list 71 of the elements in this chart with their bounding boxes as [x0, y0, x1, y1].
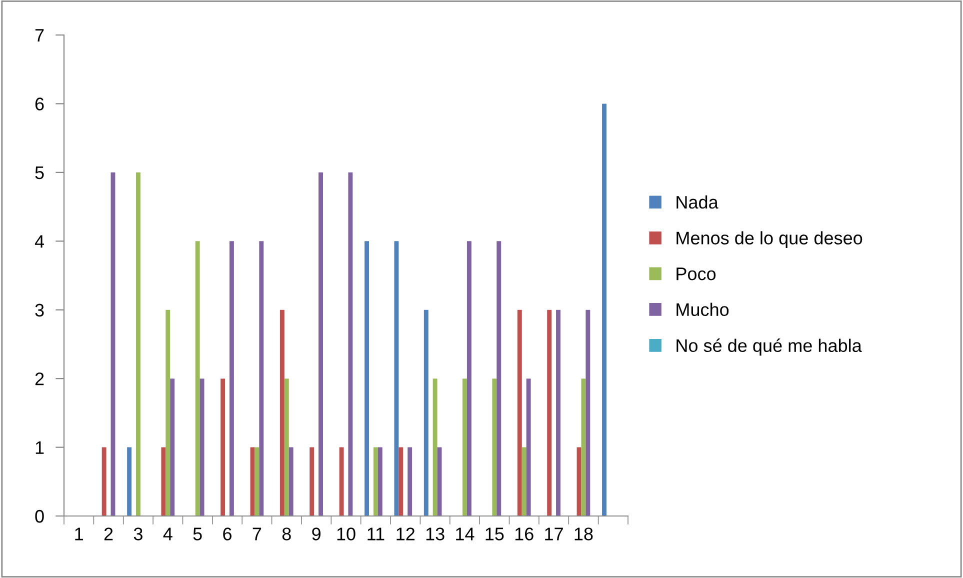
x-tick-label: 6 — [223, 528, 232, 540]
bar — [581, 378, 586, 516]
bar — [378, 447, 382, 516]
y-tick-label: 0 — [35, 510, 44, 523]
legend-label: Mucho — [676, 302, 729, 316]
x-tick-label: 11 — [368, 528, 384, 540]
bar — [102, 447, 106, 516]
x-tick-label: 2 — [104, 528, 113, 540]
y-tick-label: 5 — [35, 166, 44, 180]
bar — [259, 241, 264, 516]
x-tick-label: 10 — [337, 528, 356, 540]
bar — [348, 172, 353, 516]
bar — [288, 447, 294, 516]
bar — [254, 447, 260, 516]
bar — [394, 241, 399, 516]
x-tick-label: 1 — [75, 528, 83, 540]
bar — [466, 241, 472, 516]
bar — [432, 378, 438, 516]
bar — [364, 241, 370, 516]
x-tick-label: 5 — [193, 528, 202, 540]
legend-label: Nada — [676, 195, 718, 209]
x-tick-label: 14 — [456, 528, 474, 540]
x-tick-label: 4 — [163, 528, 172, 540]
bar — [195, 241, 200, 516]
bar — [586, 310, 590, 516]
y-tick-label: 4 — [34, 235, 44, 248]
bar — [284, 378, 289, 516]
bar — [229, 241, 234, 516]
x-tick-label: 8 — [282, 528, 291, 540]
bar — [161, 447, 166, 516]
bar — [462, 378, 467, 516]
legend-label: No sé de qué me habla — [676, 338, 862, 356]
bar — [517, 310, 522, 516]
bar — [424, 310, 428, 516]
bar — [526, 378, 531, 516]
bar — [220, 378, 226, 516]
x-tick-label: 9 — [312, 528, 320, 540]
bar — [373, 447, 378, 516]
y-tick-label: 1 — [36, 441, 44, 454]
x-tick-label: 18 — [574, 528, 593, 540]
bar — [166, 310, 170, 516]
bar — [136, 172, 140, 516]
x-tick-label: 3 — [134, 528, 142, 540]
bar — [200, 378, 204, 516]
y-tick-label: 6 — [35, 98, 44, 110]
y-tick-label: 7 — [35, 29, 44, 42]
y-tick-label: 2 — [35, 372, 44, 386]
x-tick-label: 16 — [515, 528, 534, 540]
bar — [602, 104, 606, 516]
bar — [170, 378, 175, 516]
bar — [280, 310, 284, 516]
bar — [496, 241, 502, 516]
x-tick-label: 17 — [545, 528, 563, 540]
bar — [310, 447, 314, 516]
legend-label: Poco — [676, 268, 716, 280]
y-tick-label: 3 — [35, 304, 44, 317]
bar — [110, 172, 116, 516]
bar — [492, 378, 497, 516]
bar — [318, 172, 323, 516]
bar — [339, 447, 344, 516]
x-tick-label: 13 — [426, 528, 444, 540]
x-tick-label: 15 — [486, 528, 504, 540]
x-tick-label: 7 — [252, 528, 262, 540]
bar — [408, 447, 412, 516]
bar — [398, 447, 404, 516]
legend-label: Menos de lo que deseo — [676, 231, 862, 248]
bar — [127, 447, 132, 516]
x-tick-label: 12 — [396, 528, 415, 540]
bar — [547, 310, 552, 516]
bar — [556, 310, 560, 516]
bar — [522, 447, 526, 516]
